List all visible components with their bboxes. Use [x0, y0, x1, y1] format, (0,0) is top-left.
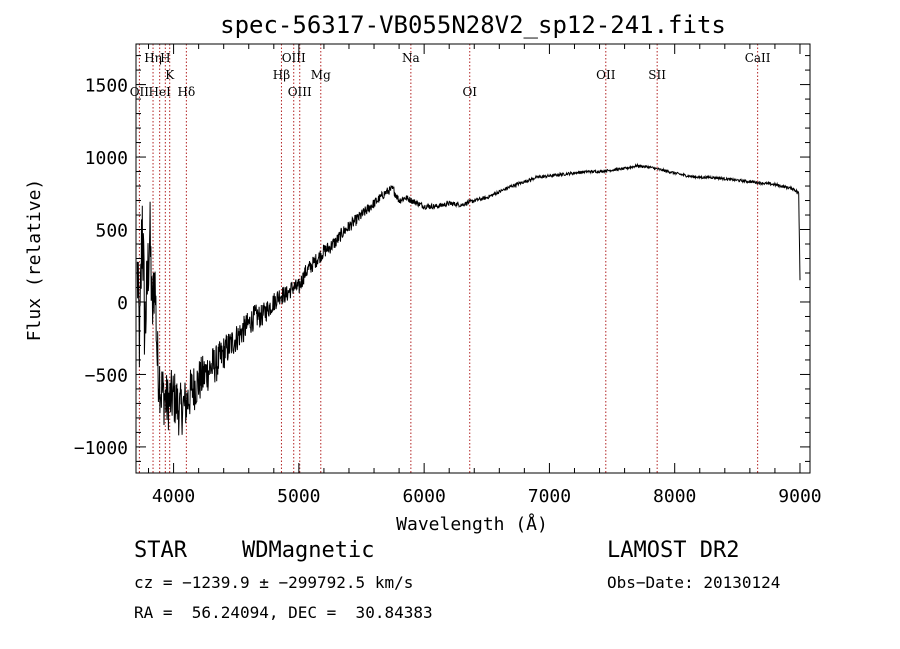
x-axis-label: Wavelength (Å) — [396, 513, 548, 535]
object-subclass: WDMagnetic — [242, 538, 375, 563]
x-tick-label: 7000 — [528, 486, 571, 507]
y-tick-label: 1500 — [85, 76, 128, 97]
x-tick-label: 6000 — [402, 486, 445, 507]
axes: 4000 5000 6000 7000 8000 9000 −1000 −500 0 500 100… — [74, 44, 822, 507]
coordinates-readout: RA = 56.24094, DEC = 30.84383 — [134, 603, 433, 622]
spectral-line-label: OII — [596, 68, 616, 82]
spectral-line-label: CaII — [745, 51, 771, 65]
y-tick-label: 1000 — [85, 148, 128, 169]
chart-title: spec-56317-VB055N28V2_sp12-241.fits — [220, 11, 726, 39]
survey-name: LAMOST DR2 — [607, 538, 740, 563]
y-tick-label: 500 — [95, 221, 128, 242]
spectral-line-label: SII — [648, 68, 666, 82]
spectral-line-label: HeI — [149, 85, 172, 99]
plot-frame — [135, 43, 811, 474]
redshift-readout: cz = −1239.9 ± −299792.5 km/s — [134, 573, 414, 592]
spectral-line-label: OIII — [282, 51, 306, 65]
spectral-line-label: Na — [402, 51, 420, 65]
spectral-line-label: OIII — [288, 85, 312, 99]
spectral-line-label: Mg — [311, 68, 331, 82]
observation-date: Obs−Date: 20130124 — [607, 573, 781, 592]
spectral-line-label: OI — [462, 85, 477, 99]
spectral-line-label: OII — [130, 85, 150, 99]
spectral-line-label: Hβ — [273, 68, 290, 82]
spectral-line-label: Hη — [144, 51, 162, 65]
y-tick-label: 0 — [117, 293, 128, 314]
spectral-line-label: H — [160, 51, 170, 65]
y-axis-label: Flux (relative) — [24, 179, 45, 342]
x-tick-label: 5000 — [277, 486, 320, 507]
y-tick-label: −1000 — [74, 438, 128, 459]
spectrum-line — [136, 162, 801, 436]
x-tick-label: 9000 — [778, 486, 821, 507]
x-tick-label: 4000 — [152, 486, 195, 507]
object-class: STAR — [134, 538, 187, 563]
x-tick-label: 8000 — [653, 486, 696, 507]
spectral-line-label: K — [165, 68, 175, 82]
y-tick-label: −500 — [85, 365, 128, 386]
spectral-line-label: Hδ — [178, 85, 196, 99]
